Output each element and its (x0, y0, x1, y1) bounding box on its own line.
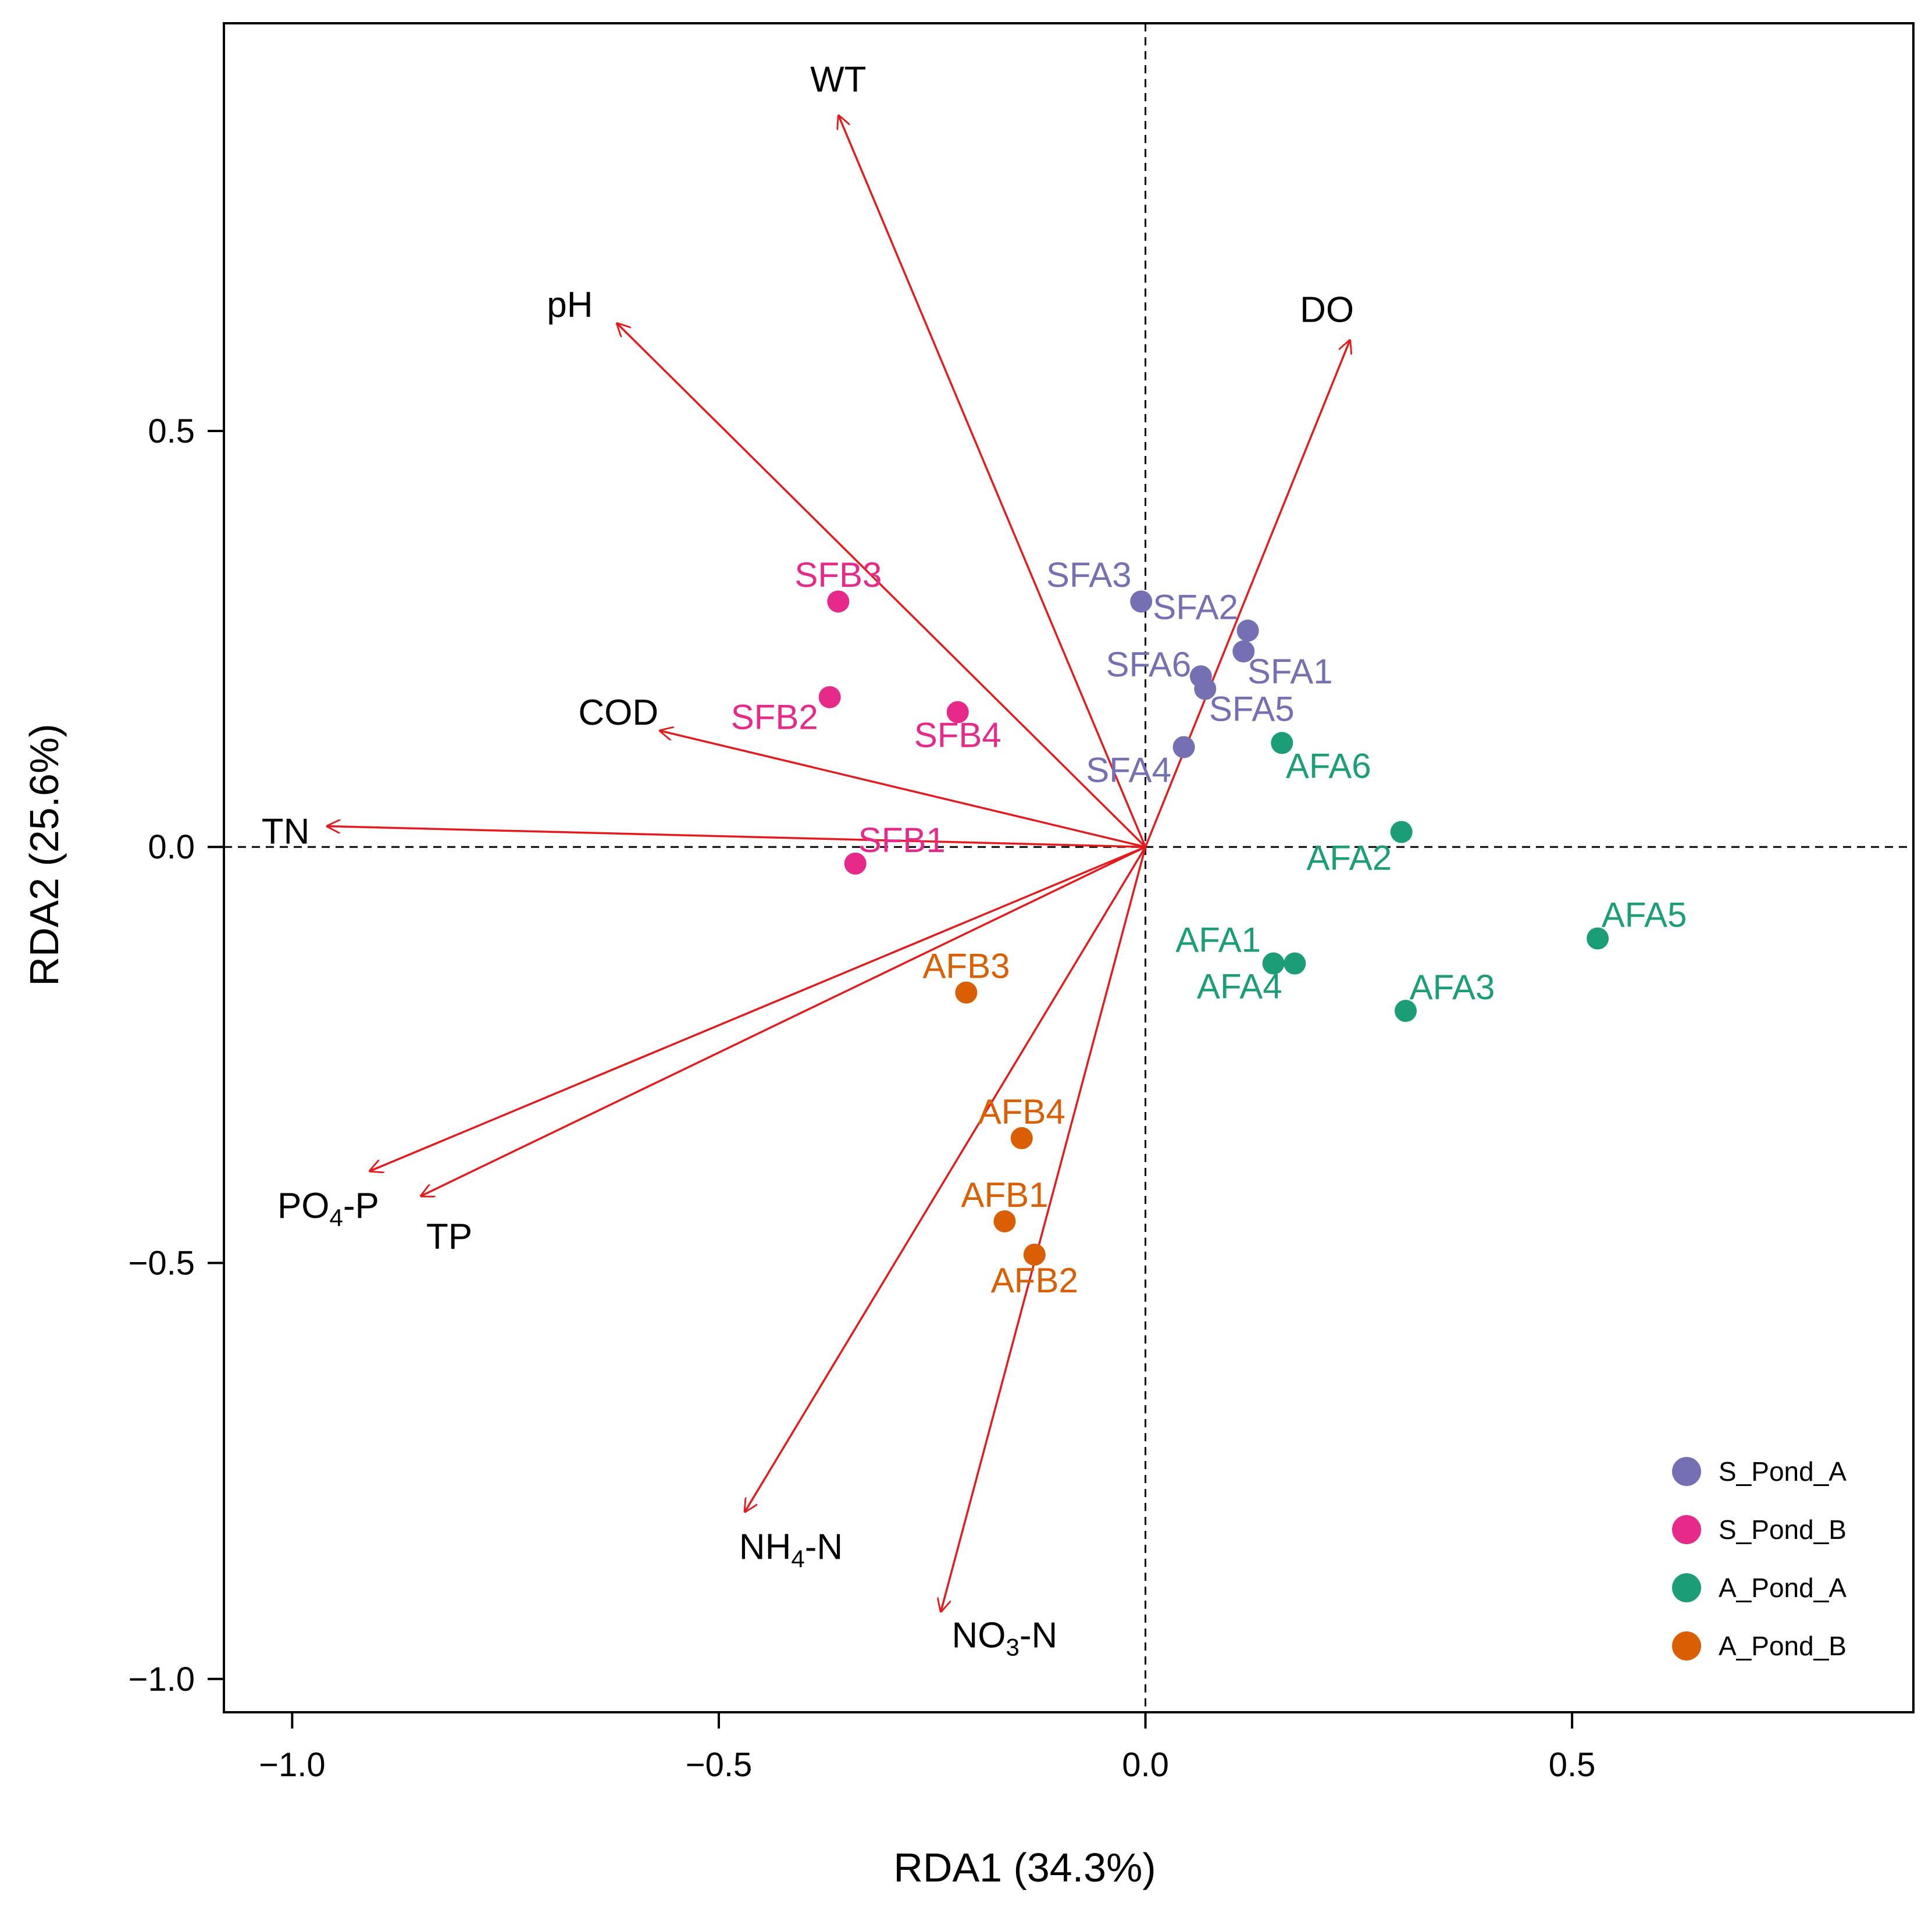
legend-label-A_Pond_B: A_Pond_B (1719, 1631, 1847, 1661)
arrow-TN (326, 826, 1146, 848)
axis-ticks: −1.0 −0.5 0.0 0.5 0.5 0.0 −0.5 −1.0 (129, 412, 1596, 1784)
point-AFB4 (1010, 1127, 1033, 1149)
arrow-WT (838, 115, 1147, 847)
point-SFA4 (1172, 736, 1195, 758)
point-AFB1 (993, 1210, 1016, 1232)
legend-label-S_Pond_A: S_Pond_A (1719, 1456, 1847, 1487)
point-label-SFA1: SFA1 (1247, 652, 1333, 691)
x-tick-label: −0.5 (686, 1746, 753, 1784)
point-SFA2 (1236, 619, 1259, 642)
legend-marker-S_Pond_B (1672, 1515, 1701, 1544)
y-axis-title: RDA2 (25.6%) (22, 724, 67, 986)
point-label-SFB3: SFB3 (794, 555, 882, 594)
point-SFB4 (946, 701, 969, 724)
arrow-label-PO4-P: PO4-P (277, 1186, 379, 1231)
x-axis-title: RDA1 (34.3%) (893, 1845, 1156, 1890)
arrow-label-WT: WT (810, 59, 866, 99)
point-SFA3 (1130, 590, 1153, 613)
legend-label-S_Pond_B: S_Pond_B (1719, 1515, 1847, 1545)
point-SFA1 (1232, 640, 1255, 663)
point-SFB2 (818, 686, 841, 708)
point-label-AFA6: AFA6 (1286, 746, 1371, 785)
environment-arrows: WT pH DO COD TN PO4-P TP NH4-N NO3-N (262, 59, 1354, 1660)
arrow-NO3-N (940, 846, 1147, 1612)
point-AFA3 (1395, 1000, 1417, 1022)
arrow-label-DO: DO (1300, 290, 1354, 330)
point-label-SFB1: SFB1 (858, 821, 946, 860)
point-label-AFA4: AFA4 (1197, 967, 1282, 1006)
point-AFA2 (1390, 821, 1413, 843)
point-label-AFB3: AFB3 (922, 947, 1010, 986)
point-label-AFB4: AFB4 (978, 1092, 1065, 1131)
point-label-SFB2: SFB2 (731, 698, 818, 737)
point-label-AFB2: AFB2 (991, 1261, 1078, 1300)
y-tick-label: 0.0 (148, 828, 195, 866)
point-label-AFA5: AFA5 (1602, 896, 1687, 935)
arrow-DO (1144, 340, 1350, 847)
arrow-label-NH4-N: NH4-N (739, 1527, 843, 1573)
legend-marker-A_Pond_A (1672, 1573, 1701, 1602)
point-label-SFA2: SFA2 (1153, 587, 1238, 626)
plot-frame (223, 22, 1915, 1713)
legend-marker-A_Pond_B (1672, 1631, 1701, 1660)
arrow-COD (659, 730, 1146, 848)
point-AFB2 (1023, 1243, 1046, 1266)
legend-label-A_Pond_A: A_Pond_A (1719, 1573, 1847, 1603)
point-label-AFA2: AFA2 (1306, 838, 1392, 877)
point-label-SFB4: SFB4 (914, 715, 1001, 754)
point-SFB1 (844, 852, 867, 875)
x-tick-label: 0.5 (1549, 1746, 1596, 1784)
point-AFA6 (1271, 732, 1293, 754)
legend-marker-S_Pond_A (1672, 1457, 1701, 1486)
point-SFB3 (827, 590, 850, 613)
y-tick-label: −1.0 (129, 1660, 195, 1698)
point-label-SFA5: SFA5 (1209, 689, 1295, 728)
arrow-label-TN: TN (262, 811, 310, 851)
y-tick-label: 0.5 (148, 412, 195, 450)
point-AFA5 (1587, 927, 1609, 950)
arrow-label-NO3-N: NO3-N (952, 1615, 1058, 1660)
point-label-SFA3: SFA3 (1046, 555, 1132, 594)
point-SFA6 (1189, 665, 1212, 687)
legend: S_Pond_A S_Pond_B A_Pond_A A_Pond_B (1672, 1456, 1847, 1661)
arrow-label-pH: pH (547, 285, 593, 325)
point-AFB3 (955, 981, 978, 1004)
arrow-PO4-P (369, 846, 1146, 1171)
arrow-NH4-N (744, 846, 1147, 1512)
point-label-SFA6: SFA6 (1106, 645, 1192, 684)
point-label-AFA1: AFA1 (1175, 921, 1261, 960)
point-AFA1 (1262, 952, 1285, 975)
point-label-AFA3: AFA3 (1410, 968, 1495, 1007)
reference-lines (224, 23, 1913, 1712)
arrow-pH (616, 323, 1146, 848)
y-tick-label: −0.5 (129, 1245, 195, 1282)
arrow-TP (420, 846, 1146, 1196)
x-tick-label: −1.0 (259, 1746, 326, 1784)
point-AFA4 (1284, 952, 1306, 975)
arrow-label-COD: COD (578, 693, 658, 733)
point-label-AFB1: AFB1 (961, 1175, 1048, 1214)
arrow-label-TP: TP (426, 1217, 472, 1257)
x-tick-label: 0.0 (1122, 1746, 1169, 1784)
point-label-SFA4: SFA4 (1086, 751, 1171, 790)
